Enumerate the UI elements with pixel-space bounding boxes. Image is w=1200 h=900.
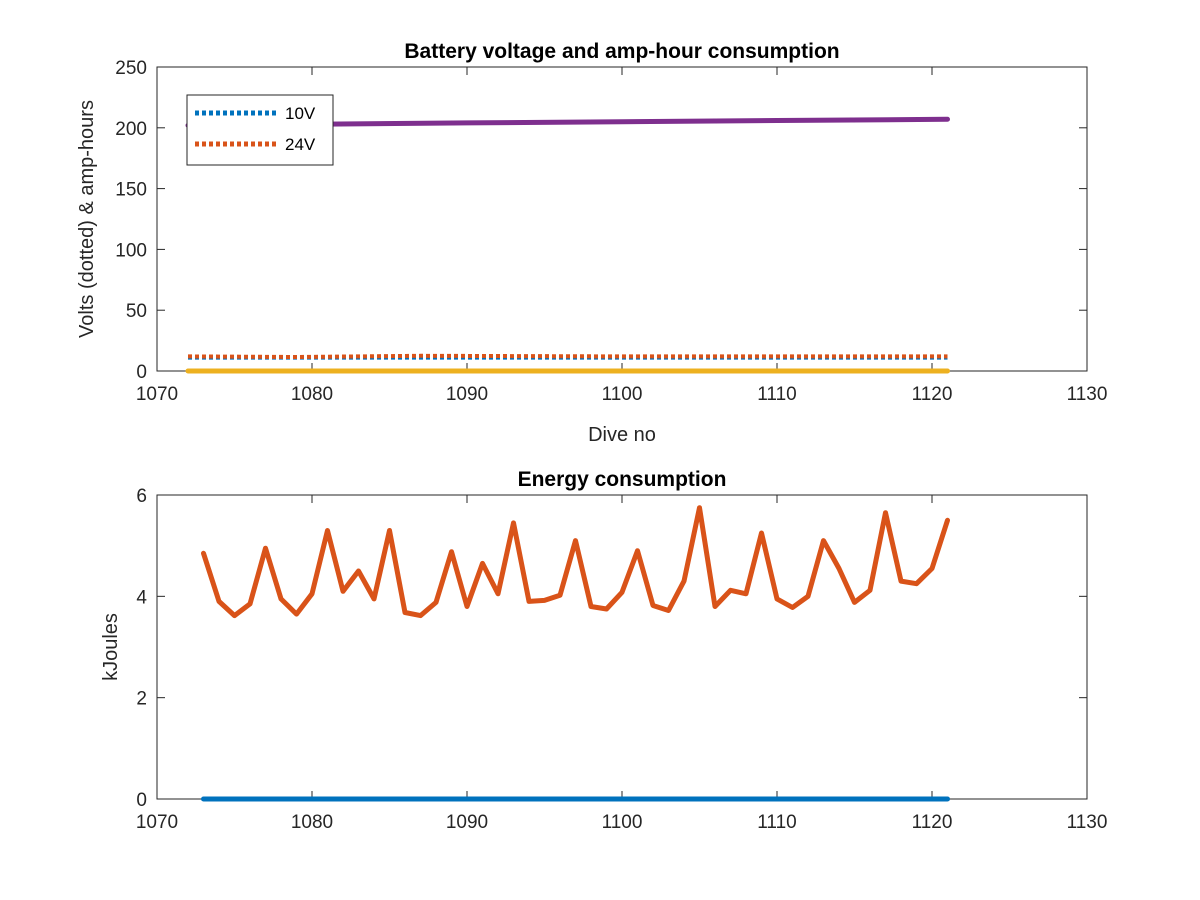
x-tick-label: 1120	[912, 812, 953, 833]
y-tick-label: 150	[115, 180, 147, 201]
y-axis-label: kJoules	[100, 613, 122, 681]
legend-label: 10V	[285, 104, 316, 123]
voltage-chart: 1070 1080 1090 1100 1110 1120 1130 0 50 100 150 200…	[76, 40, 1107, 446]
x-tick-label: 1110	[757, 384, 796, 405]
x-tick-label: 1090	[446, 812, 488, 833]
chart-title: Energy consumption	[518, 468, 727, 491]
y-tick-label: 4	[136, 587, 147, 608]
x-tick-label: 1120	[912, 384, 953, 405]
x-tick-label: 1070	[136, 384, 178, 405]
x-axis-label: Dive no	[588, 424, 656, 446]
y-tick-label: 50	[126, 301, 147, 322]
x-tick-label: 1100	[602, 812, 643, 833]
x-tick-label: 1090	[446, 384, 488, 405]
x-tick-label: 1080	[291, 384, 333, 405]
series-line-1	[201, 505, 950, 619]
energy-chart: 1070 1080 1090 1100 1110 1120 1130 0 2 4 6 Energy c…	[100, 468, 1107, 833]
y-tick-label: 6	[136, 486, 147, 507]
series-line-1	[187, 353, 948, 359]
plot-area	[156, 494, 1088, 800]
y-tick-label: 0	[136, 362, 147, 383]
legend-box	[186, 94, 334, 166]
x-tick-label: 1110	[757, 812, 796, 833]
x-tick-label: 1070	[136, 812, 178, 833]
legend-label: 24V	[285, 135, 316, 154]
y-tick-label: 0	[136, 790, 147, 811]
y-tick-label: 200	[115, 119, 147, 140]
y-axis-label: Volts (dotted) & amp-hours	[76, 100, 98, 338]
x-tick-label: 1080	[291, 812, 333, 833]
y-tick-label: 2	[136, 689, 147, 710]
x-tick-label: 1130	[1067, 384, 1108, 405]
x-tick-label: 1130	[1067, 812, 1108, 833]
y-tick-label: 100	[115, 240, 147, 261]
chart-title: Battery voltage and amp-hour consumption	[404, 40, 839, 63]
y-tick-label: 250	[115, 58, 147, 79]
x-tick-label: 1100	[602, 384, 643, 405]
